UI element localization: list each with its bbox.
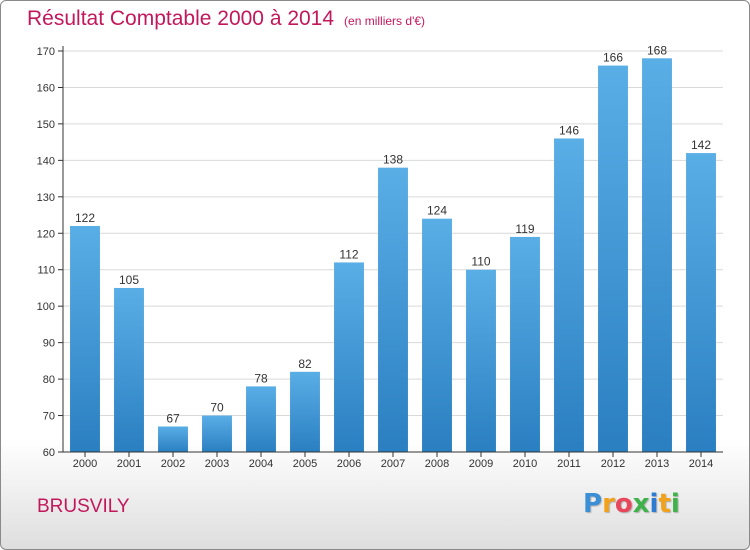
y-tick-label: 120	[37, 228, 55, 240]
data-label-2005: 82	[298, 357, 312, 371]
x-tick-label-2001: 2001	[117, 458, 141, 470]
data-label-2010: 119	[515, 222, 534, 236]
logo-letter: x	[632, 489, 650, 519]
x-tick-label-2002: 2002	[161, 458, 185, 470]
bar-2014	[686, 153, 716, 452]
chart-title: Résultat Comptable 2000 à 2014 (en millie…	[27, 7, 425, 31]
y-tick-label: 90	[43, 338, 55, 350]
y-tick-label: 130	[37, 192, 55, 204]
bar-2005	[290, 371, 320, 452]
data-label-2000: 122	[75, 211, 95, 225]
data-label-2009: 110	[471, 255, 490, 269]
y-tick-label: 110	[37, 265, 55, 277]
logo-letter: t	[658, 489, 671, 519]
bar-2000	[70, 225, 100, 452]
x-tick-label-2011: 2011	[557, 458, 581, 470]
bar-2010	[510, 236, 540, 452]
y-tick-label: 60	[43, 447, 55, 459]
x-tick-label-2007: 2007	[381, 458, 405, 470]
x-tick-label-2003: 2003	[205, 458, 229, 470]
x-tick-label-2013: 2013	[645, 458, 669, 470]
x-tick-label-2004: 2004	[249, 458, 273, 470]
x-tick-label-2014: 2014	[689, 458, 713, 470]
x-tick-label-2010: 2010	[513, 458, 537, 470]
bar-2001	[114, 287, 144, 452]
data-label-2003: 70	[210, 401, 224, 415]
bar-2012	[598, 65, 628, 452]
data-label-2011: 146	[559, 123, 579, 137]
logo-letter: P	[583, 489, 603, 519]
chart-title-text: Résultat Comptable 2000 à 2014	[27, 7, 335, 30]
data-labels: 122 105 67 70 78 82 112 138 124 110 119 146 166 168 14…	[75, 43, 711, 425]
proxiti-logo: Proxiti	[583, 489, 680, 519]
logo-letter: r	[602, 489, 615, 519]
y-tick-label: 160	[37, 82, 55, 94]
data-label-2008: 124	[427, 204, 447, 218]
bar-2009	[466, 269, 496, 452]
logo-letter: i	[649, 489, 659, 519]
data-label-2007: 138	[383, 153, 403, 167]
data-label-2001: 105	[119, 273, 139, 287]
axes: 60 70 80 90 100 110 120 130 140 150 160 170 2000 2001…	[37, 46, 723, 470]
x-tick-label-2005: 2005	[293, 458, 317, 470]
chart-subtitle: (en milliers d'€)	[344, 14, 426, 28]
x-tick-label-2012: 2012	[601, 458, 625, 470]
bars	[70, 58, 716, 453]
bar-2013	[642, 58, 672, 453]
x-tick-label-2006: 2006	[337, 458, 361, 470]
data-label-2006: 112	[339, 247, 358, 261]
y-tick-label: 100	[37, 301, 55, 313]
data-label-2012: 166	[603, 51, 623, 65]
x-tick-label-2000: 2000	[73, 458, 97, 470]
logo-letter: i	[670, 489, 680, 519]
y-tick-label: 70	[43, 411, 55, 423]
bar-2002	[158, 426, 188, 452]
commune-name: BRUSVILY	[37, 496, 130, 517]
bar-2004	[246, 386, 276, 452]
x-tick-label-2009: 2009	[469, 458, 493, 470]
data-label-2002: 67	[166, 411, 180, 425]
data-label-2014: 142	[691, 138, 711, 152]
y-tick-label: 80	[43, 374, 55, 386]
bar-2007	[378, 167, 408, 452]
data-label-2013: 168	[647, 43, 667, 57]
logo-letter: o	[614, 489, 633, 519]
bar-2008	[422, 218, 452, 452]
y-tick-label: 140	[37, 155, 55, 167]
bar-2006	[334, 262, 364, 452]
y-tick-label: 170	[37, 46, 55, 58]
bar-2003	[202, 415, 232, 452]
data-label-2004: 78	[254, 371, 268, 385]
x-tick-label-2008: 2008	[425, 458, 449, 470]
y-tick-label: 150	[37, 119, 55, 131]
bar-2011	[554, 138, 584, 452]
